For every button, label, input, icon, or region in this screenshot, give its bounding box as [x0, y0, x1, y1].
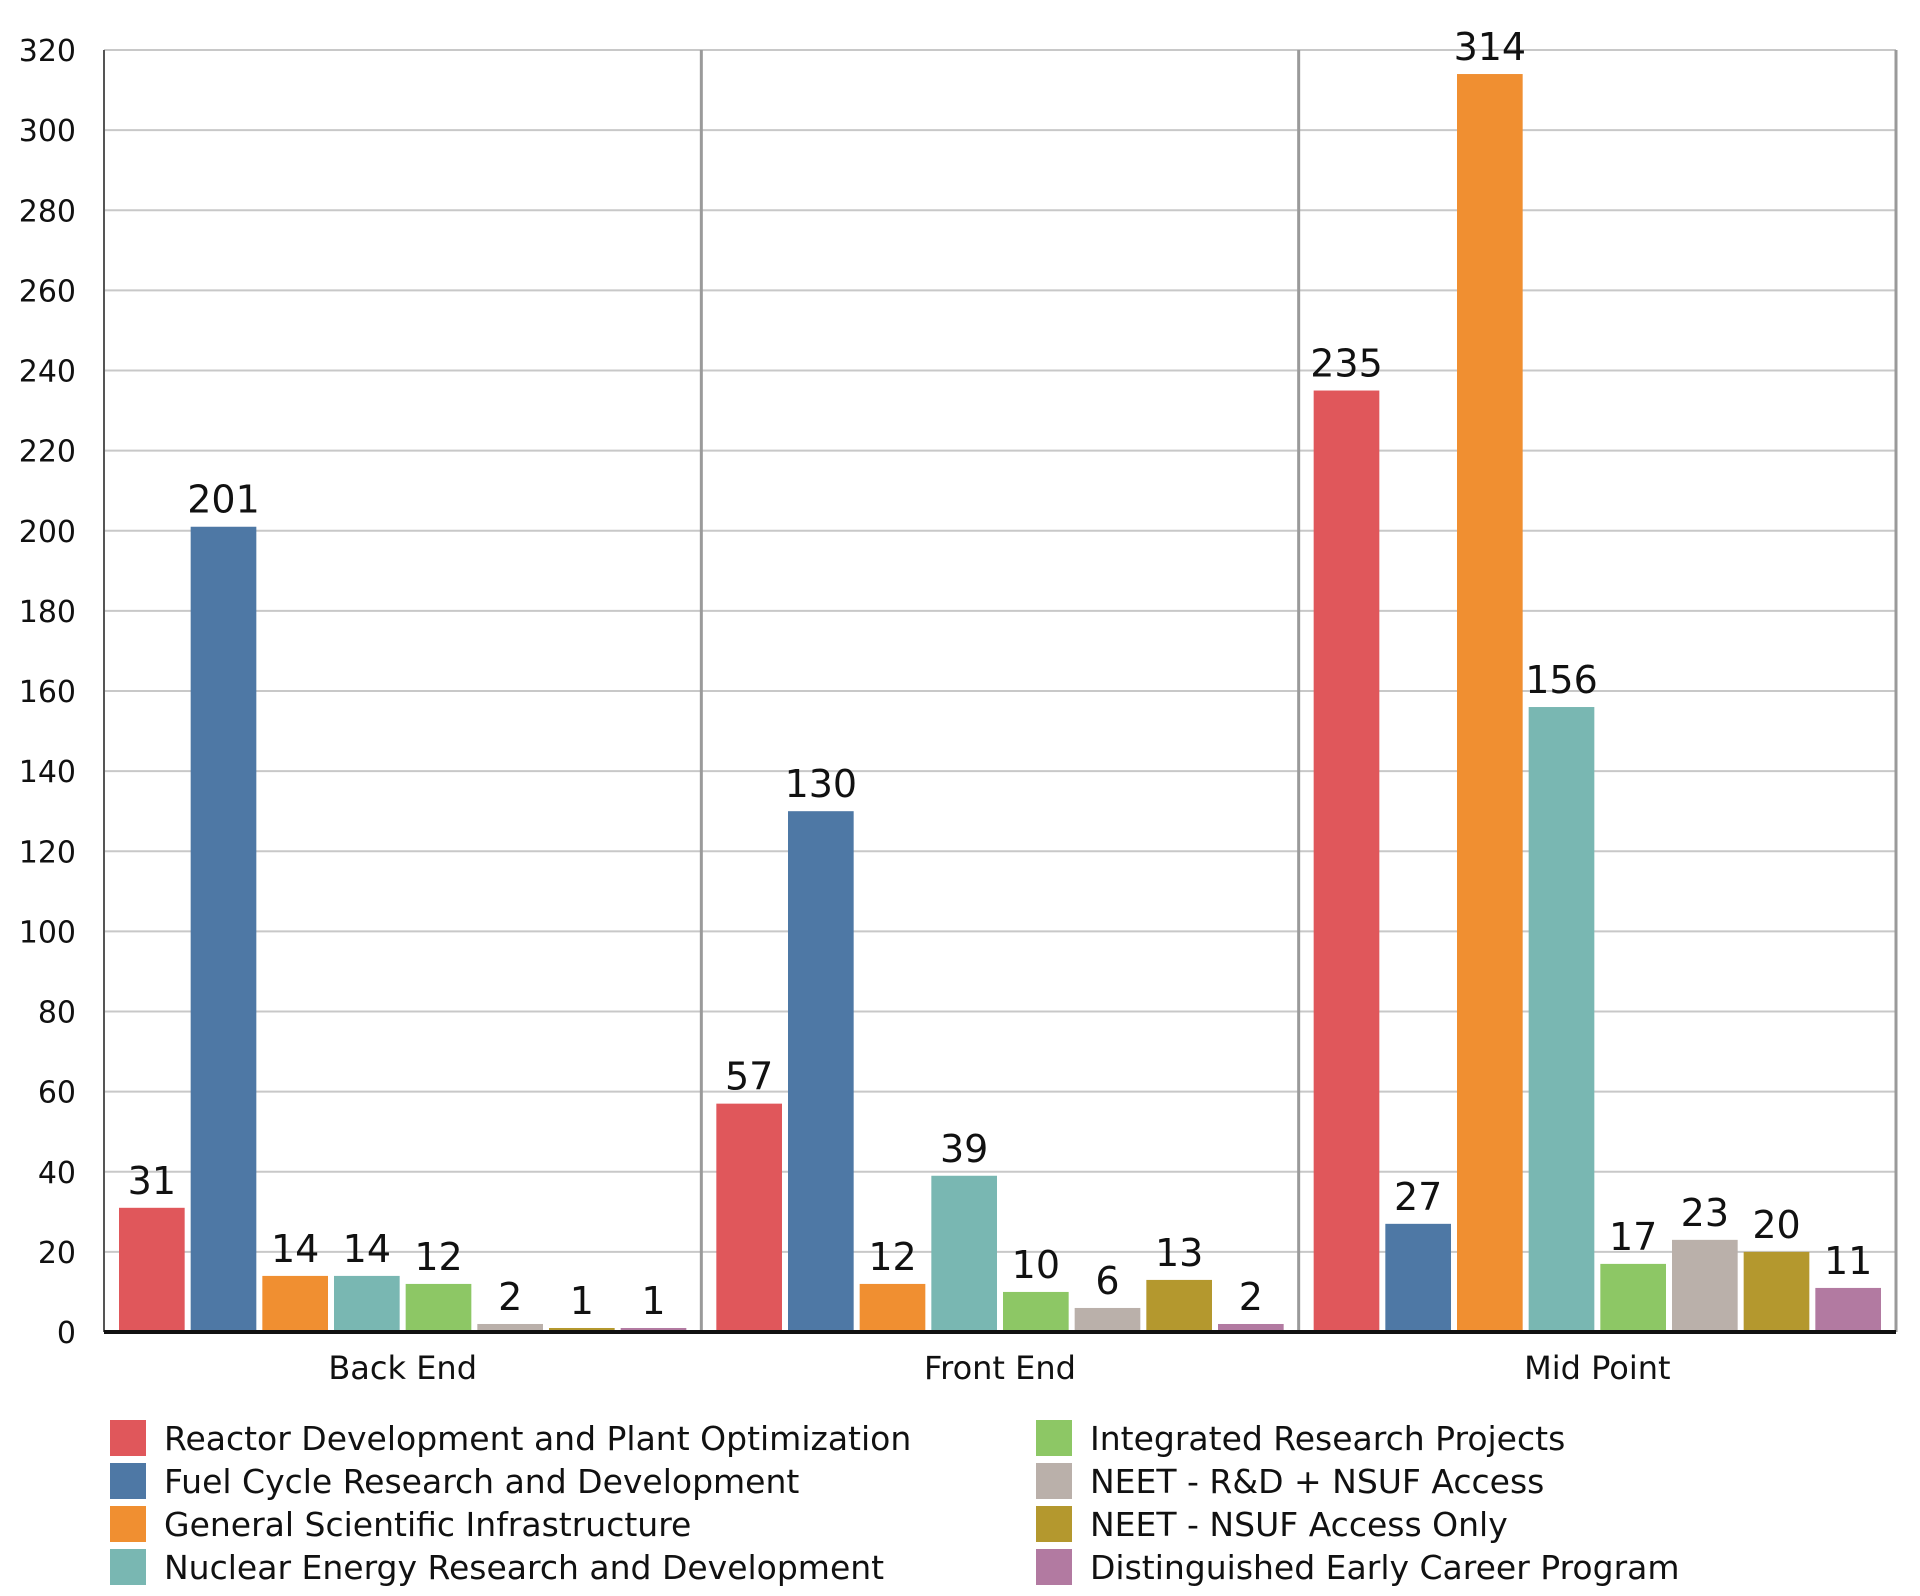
bar — [788, 811, 854, 1332]
bar — [859, 1283, 926, 1332]
legend-swatch — [110, 1506, 146, 1542]
bar — [549, 1327, 615, 1332]
y-tick-label: 320 — [19, 34, 76, 69]
legend-item: Nuclear Energy Research and Development — [110, 1548, 884, 1587]
legend-item: NEET - NSUF Access Only — [1036, 1505, 1508, 1544]
bar — [1218, 1323, 1284, 1332]
data-label: 2 — [1239, 1275, 1263, 1319]
y-tick-label: 200 — [19, 515, 76, 550]
bar — [405, 1283, 472, 1332]
data-label: 12 — [414, 1235, 462, 1279]
legend-label: Nuclear Energy Research and Development — [164, 1548, 884, 1587]
data-label: 156 — [1525, 658, 1598, 702]
bar — [931, 1175, 997, 1332]
bar — [334, 1275, 400, 1332]
data-label: 235 — [1310, 342, 1383, 386]
data-label: 57 — [725, 1055, 773, 1099]
y-tick-label: 0 — [57, 1316, 76, 1351]
y-tick-label: 220 — [19, 435, 76, 470]
legend-swatch — [1036, 1463, 1072, 1499]
data-label: 10 — [1012, 1243, 1060, 1287]
bar — [190, 526, 257, 1332]
bar — [262, 1275, 328, 1332]
y-tick-label: 160 — [19, 675, 76, 710]
bar — [1074, 1307, 1141, 1332]
data-label: 14 — [343, 1227, 391, 1271]
data-label: 11 — [1824, 1239, 1872, 1283]
legend-item: Reactor Development and Plant Optimizati… — [110, 1419, 911, 1458]
legend-label: NEET - R&D + NSUF Access — [1090, 1462, 1544, 1501]
y-tick-label: 100 — [19, 915, 76, 950]
legend-label: General Scientific Infrastructure — [164, 1505, 691, 1544]
bar — [716, 1103, 782, 1332]
legend-swatch — [1036, 1420, 1072, 1456]
x-category-label: Mid Point — [1524, 1349, 1670, 1387]
axes: 0204060801001201401601802002202402602803… — [19, 34, 1898, 1387]
data-label: 39 — [940, 1127, 988, 1171]
legend-label: NEET - NSUF Access Only — [1090, 1505, 1508, 1544]
y-tick-label: 20 — [38, 1236, 76, 1271]
y-tick-label: 280 — [19, 194, 76, 229]
data-label: 6 — [1095, 1259, 1119, 1303]
legend: Reactor Development and Plant Optimizati… — [110, 1419, 1680, 1587]
legend-label: Fuel Cycle Research and Development — [164, 1462, 799, 1501]
legend-item: General Scientific Infrastructure — [110, 1505, 691, 1544]
legend-item: Distinguished Early Career Program — [1036, 1548, 1680, 1587]
bar — [1313, 390, 1380, 1332]
legend-swatch — [110, 1549, 146, 1585]
data-label: 2 — [498, 1275, 522, 1319]
y-tick-label: 300 — [19, 114, 76, 149]
data-label: 23 — [1681, 1191, 1729, 1235]
legend-item: NEET - R&D + NSUF Access — [1036, 1462, 1544, 1501]
y-tick-label: 60 — [38, 1076, 76, 1111]
x-category-label: Front End — [924, 1349, 1076, 1387]
y-tick-label: 120 — [19, 835, 76, 870]
data-label: 201 — [187, 478, 260, 522]
data-label: 12 — [868, 1235, 916, 1279]
bar — [1528, 707, 1595, 1332]
data-label: 1 — [641, 1279, 665, 1323]
x-category-label: Back End — [328, 1349, 477, 1387]
data-label: 314 — [1454, 25, 1527, 69]
legend-label: Reactor Development and Plant Optimizati… — [164, 1419, 911, 1458]
bars — [119, 74, 1881, 1333]
bar — [1457, 74, 1523, 1333]
data-label: 27 — [1394, 1175, 1442, 1219]
legend-swatch — [1036, 1549, 1072, 1585]
legend-swatch — [110, 1420, 146, 1456]
legend-swatch — [1036, 1506, 1072, 1542]
y-tick-label: 40 — [38, 1156, 76, 1191]
bar — [1146, 1279, 1212, 1332]
data-label: 31 — [128, 1159, 176, 1203]
legend-item: Integrated Research Projects — [1036, 1419, 1565, 1458]
bar — [620, 1327, 687, 1332]
bar — [1385, 1223, 1451, 1332]
bar — [1600, 1263, 1666, 1332]
data-label: 20 — [1752, 1203, 1800, 1247]
bar — [1743, 1251, 1810, 1332]
legend-item: Fuel Cycle Research and Development — [110, 1462, 799, 1501]
bar — [477, 1323, 543, 1332]
bar — [1003, 1291, 1069, 1332]
legend-label: Distinguished Early Career Program — [1090, 1548, 1680, 1587]
legend-swatch — [110, 1463, 146, 1499]
legend-label: Integrated Research Projects — [1090, 1419, 1565, 1458]
bar — [119, 1207, 185, 1332]
grid-lines — [104, 49, 1896, 1253]
data-label: 130 — [785, 762, 858, 806]
y-tick-label: 260 — [19, 274, 76, 309]
y-tick-label: 180 — [19, 595, 76, 630]
data-label: 13 — [1155, 1231, 1203, 1275]
y-tick-label: 80 — [38, 996, 76, 1031]
y-tick-label: 140 — [19, 755, 76, 790]
data-label: 1 — [570, 1279, 594, 1323]
data-label: 14 — [271, 1227, 319, 1271]
y-tick-label: 240 — [19, 355, 76, 390]
data-label: 17 — [1609, 1215, 1657, 1259]
bar — [1815, 1287, 1881, 1332]
bar — [1672, 1239, 1738, 1332]
